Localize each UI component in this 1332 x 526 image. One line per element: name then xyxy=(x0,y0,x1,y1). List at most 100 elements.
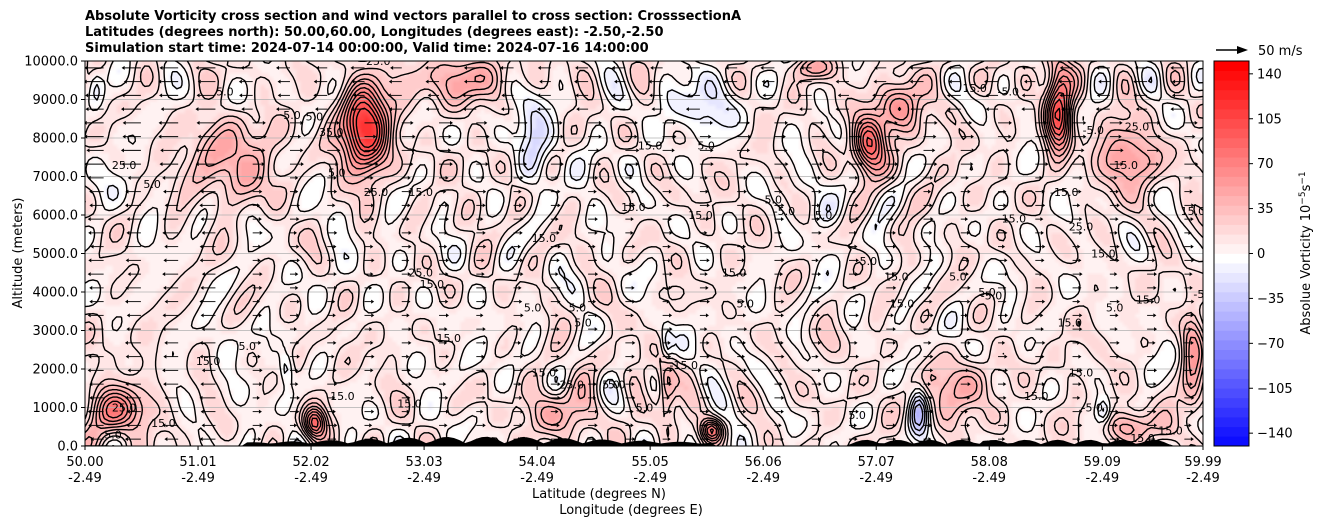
wind-vector-head xyxy=(818,423,822,428)
y-tick-label: 7000.0 xyxy=(33,170,79,185)
wind-vector-head xyxy=(1192,134,1196,139)
wind-vector-head xyxy=(1079,327,1083,332)
contour-label: -5.0 xyxy=(1193,288,1214,301)
wind-vector-head xyxy=(835,107,839,112)
wind-vector-head xyxy=(88,354,92,359)
wind-vector-head xyxy=(598,120,602,125)
wind-vector-head xyxy=(1153,217,1157,222)
wind-vector-head xyxy=(1079,313,1083,318)
colorbar-band xyxy=(1214,292,1249,302)
wind-vector-head xyxy=(1002,340,1006,345)
colorbar-band xyxy=(1214,224,1249,235)
wind-vector-head xyxy=(930,258,934,263)
wind-vector-head xyxy=(859,162,863,167)
wind-vector-head xyxy=(1021,93,1025,98)
wind-vector-head xyxy=(930,272,934,277)
wind-vector-head xyxy=(258,313,262,318)
wind-vector-head xyxy=(407,272,411,277)
colorbar-band xyxy=(1214,89,1249,100)
wind-vector-head xyxy=(162,327,166,332)
wind-vector-head xyxy=(1082,162,1086,167)
wind-vector-head xyxy=(199,244,203,249)
wind-vector-head xyxy=(125,189,129,194)
wind-vector-head xyxy=(195,148,199,153)
x-axis-label-latitude: Latitude (degrees N) xyxy=(532,487,666,502)
wind-vector-head xyxy=(800,65,804,70)
plot-area: 25.05.05.0 5.035.025.05.025.0 15.05.015.0 5… xyxy=(84,60,1214,447)
y-tick-label: 5000.0 xyxy=(33,247,79,262)
title-line-1: Absolute Vorticity cross section and win… xyxy=(85,9,742,24)
wind-vector-head xyxy=(835,65,839,70)
wind-vector-head xyxy=(1114,230,1118,235)
wind-vector-head xyxy=(1004,327,1008,332)
x-tick-label-lon: -2.49 xyxy=(407,471,441,486)
wind-vector-head xyxy=(201,423,205,428)
contour-label: 15.0 xyxy=(688,209,713,222)
wind-vector-head xyxy=(200,382,204,387)
wind-vector-head xyxy=(373,134,377,139)
wind-vector-head xyxy=(930,217,934,222)
wind-vector-head xyxy=(90,340,94,345)
wind-vector-head xyxy=(334,285,338,290)
wind-vector-head xyxy=(593,395,597,400)
wind-vector-head xyxy=(594,354,598,359)
wind-vector-head xyxy=(369,189,373,194)
wind-vector-head xyxy=(1041,354,1045,359)
wind-vector-head xyxy=(744,230,748,235)
wind-vector-head xyxy=(121,65,125,70)
wind-vector-head xyxy=(855,272,859,277)
wind-vector-head xyxy=(629,175,633,180)
wind-vector-head xyxy=(125,258,129,263)
wind-vector-head xyxy=(520,354,524,359)
wind-vector-head xyxy=(407,368,411,373)
colorbar-tick-label: 0 xyxy=(1257,247,1265,262)
wind-vector-head xyxy=(853,189,857,194)
wind-vector-head xyxy=(1077,395,1081,400)
colorbar-label-exp1: −5 xyxy=(1298,191,1308,204)
wind-vector-head xyxy=(669,368,673,373)
wind-vector-head xyxy=(1172,93,1176,98)
wind-vector-head xyxy=(1153,285,1157,290)
wind-vector-head xyxy=(818,189,822,194)
wind-vector-head xyxy=(761,79,765,84)
wind-vector-head xyxy=(408,189,412,194)
colorbar-tick-label: 70 xyxy=(1257,157,1274,172)
wind-vector-head xyxy=(293,327,297,332)
wind-vector-head xyxy=(1115,409,1119,414)
wind-vector-head xyxy=(481,258,485,263)
wind-vector-head xyxy=(669,272,673,277)
wind-vector-head xyxy=(126,217,130,222)
wind-vector-head xyxy=(539,79,543,84)
wind-vector-head xyxy=(371,409,375,414)
wind-vector-head xyxy=(201,175,205,180)
wind-vector-head xyxy=(705,382,709,387)
wind-vector-head xyxy=(630,423,634,428)
wind-vector-head xyxy=(1003,285,1007,290)
wind-vector-head xyxy=(1190,340,1194,345)
contour-label: 15.0 xyxy=(1091,247,1116,260)
wind-vector-head xyxy=(407,395,411,400)
wind-vector-head xyxy=(370,340,374,345)
wind-vector-head xyxy=(1040,423,1044,428)
wind-vector-head xyxy=(300,120,304,125)
wind-vector-head xyxy=(296,258,300,263)
wind-vector-head xyxy=(126,409,130,414)
wind-vector-head xyxy=(985,107,989,112)
wind-vector-head xyxy=(370,175,374,180)
wind-vector-head xyxy=(90,244,94,249)
wind-vector-head xyxy=(425,79,429,84)
wind-vector-head xyxy=(557,189,561,194)
wind-vector-head xyxy=(158,120,162,125)
wind-vector-head xyxy=(524,120,528,125)
wind-vector-head xyxy=(1114,327,1118,332)
contour-label: 5.0 xyxy=(697,140,715,153)
wind-vector-head xyxy=(482,327,486,332)
wind-vector-head xyxy=(629,272,633,277)
colorbar-band xyxy=(1214,215,1249,225)
wind-vector-head xyxy=(874,65,878,70)
wind-vector-head xyxy=(1190,313,1194,318)
colorbar-band xyxy=(1214,378,1249,389)
colorbar-band xyxy=(1214,138,1249,148)
contour-label: 5.0 xyxy=(104,428,122,441)
